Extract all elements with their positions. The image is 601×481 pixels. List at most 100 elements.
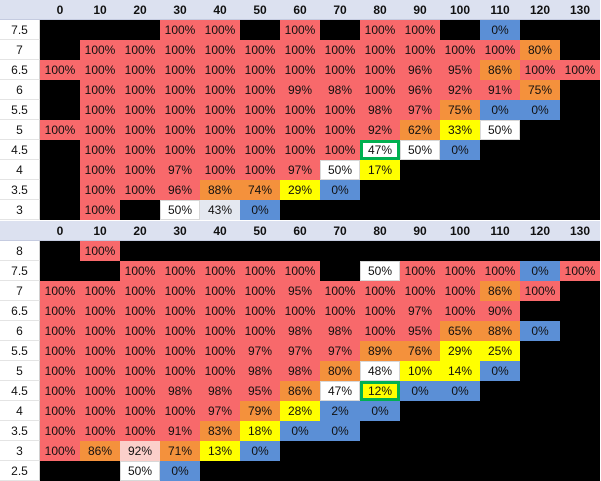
column-header: 130 [560, 0, 600, 20]
cell: 100% [240, 80, 280, 100]
cell: 100% [120, 381, 160, 401]
cell [560, 40, 600, 60]
cell: 100% [320, 120, 360, 140]
cell: 98% [320, 321, 360, 341]
cell: 100% [160, 40, 200, 60]
cell [480, 401, 520, 421]
cell: 83% [200, 421, 240, 441]
cell: 100% [280, 301, 320, 321]
cell: 100% [240, 261, 280, 281]
cell [280, 441, 320, 461]
cell: 92% [120, 441, 160, 461]
cell [520, 361, 560, 381]
cell: 100% [120, 180, 160, 200]
cell [520, 341, 560, 361]
heatmap-table: 0 10 20 30 40 50 60 70 80 90 100 110 120 130 7.5 100% 10… [0, 0, 600, 220]
cell: 0% [440, 381, 480, 401]
cell: 100% [200, 341, 240, 361]
column-header: 20 [120, 221, 160, 241]
cell [40, 140, 80, 160]
cell: 100% [280, 140, 320, 160]
cell [480, 461, 520, 481]
cell: 25% [480, 341, 520, 361]
cell [240, 461, 280, 481]
cell: 65% [440, 321, 480, 341]
cell: 100% [160, 341, 200, 361]
cell: 100% [160, 140, 200, 160]
cell [560, 401, 600, 421]
cell: 79% [240, 401, 280, 421]
column-header: 50 [240, 221, 280, 241]
cell: 100% [560, 60, 600, 80]
cell: 71% [160, 441, 200, 461]
column-header: 30 [160, 0, 200, 20]
cell: 100% [200, 301, 240, 321]
row-header: 3 [0, 441, 40, 461]
cell: 100% [360, 60, 400, 80]
cell: 97% [280, 160, 320, 180]
row-header: 3.5 [0, 421, 40, 441]
cell [520, 381, 560, 401]
cell: 100% [520, 60, 560, 80]
cell: 43% [200, 200, 240, 220]
cell [400, 421, 440, 441]
cell: 100% [80, 341, 120, 361]
cell: 100% [240, 281, 280, 301]
cell [40, 180, 80, 200]
cell: 88% [200, 180, 240, 200]
cell: 100% [240, 160, 280, 180]
cell: 92% [440, 80, 480, 100]
column-header: 110 [480, 0, 520, 20]
cell: 0% [320, 421, 360, 441]
cell [400, 461, 440, 481]
row-header: 8 [0, 241, 40, 261]
cell: 0% [280, 421, 320, 441]
cell: 89% [360, 341, 400, 361]
cell [240, 20, 280, 40]
cell [280, 241, 320, 261]
cell: 100% [40, 281, 80, 301]
cell [560, 381, 600, 401]
cell: 100% [160, 100, 200, 120]
cell: 80% [320, 361, 360, 381]
cell: 100% [200, 321, 240, 341]
row-header: 5.5 [0, 100, 40, 120]
column-header: 130 [560, 221, 600, 241]
cell: 100% [240, 100, 280, 120]
cell: 98% [320, 80, 360, 100]
cell: 98% [280, 321, 320, 341]
row-header: 6 [0, 80, 40, 100]
cell: 95% [280, 281, 320, 301]
cell: 100% [120, 321, 160, 341]
cell [440, 160, 480, 180]
cell [240, 241, 280, 261]
cell: 100% [200, 100, 240, 120]
cell [80, 461, 120, 481]
cell: 100% [120, 421, 160, 441]
cell: 100% [280, 40, 320, 60]
cell: 0% [480, 361, 520, 381]
cell: 0% [240, 200, 280, 220]
cell: 50% [120, 461, 160, 481]
cell: 100% [120, 40, 160, 60]
cell: 100% [320, 281, 360, 301]
column-header: 120 [520, 0, 560, 20]
cell [520, 160, 560, 180]
cell [560, 421, 600, 441]
cell: 100% [200, 120, 240, 140]
cell: 100% [360, 301, 400, 321]
cell: 100% [400, 281, 440, 301]
cell: 100% [440, 40, 480, 60]
cell: 100% [400, 40, 440, 60]
cell: 100% [520, 281, 560, 301]
cell: 100% [160, 361, 200, 381]
row-header: 3 [0, 200, 40, 220]
cell: 100% [320, 60, 360, 80]
row-header: 5 [0, 361, 40, 381]
cell: 100% [120, 160, 160, 180]
cell: 100% [440, 281, 480, 301]
cell [520, 241, 560, 261]
cell: 97% [240, 341, 280, 361]
column-header: 120 [520, 221, 560, 241]
cell [200, 241, 240, 261]
